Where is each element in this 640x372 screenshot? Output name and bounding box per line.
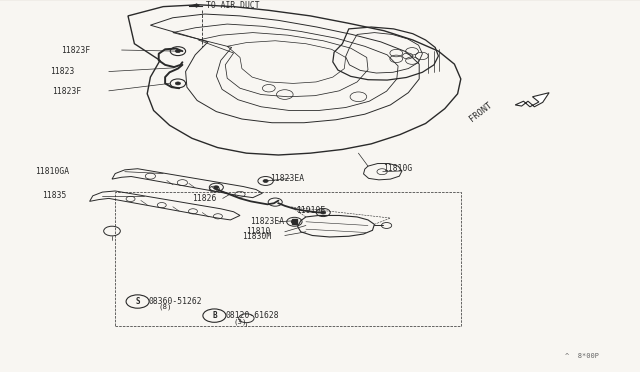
Polygon shape [189, 4, 200, 7]
Text: B: B [212, 311, 217, 320]
Circle shape [175, 49, 180, 52]
Circle shape [214, 186, 219, 189]
Text: 11823EA: 11823EA [250, 217, 284, 226]
Text: 11810G: 11810G [383, 164, 412, 173]
Polygon shape [515, 93, 549, 107]
Text: TO AIR DUCT: TO AIR DUCT [206, 1, 260, 10]
Circle shape [175, 82, 180, 85]
Text: 11823: 11823 [50, 67, 74, 76]
Text: 11835: 11835 [42, 191, 66, 200]
Text: FRONT: FRONT [468, 101, 494, 124]
Text: 11826: 11826 [192, 194, 216, 203]
Text: 11810GA: 11810GA [35, 167, 69, 176]
Text: 08360-51262: 08360-51262 [148, 297, 202, 306]
Text: 11830M: 11830M [242, 232, 271, 241]
Text: 11910E: 11910E [296, 206, 325, 215]
Text: 11823F: 11823F [61, 45, 90, 55]
Circle shape [321, 211, 326, 214]
Text: 11810: 11810 [246, 227, 271, 235]
Text: 08120-61628: 08120-61628 [225, 311, 279, 320]
Text: (3): (3) [234, 318, 247, 325]
Text: 11823F: 11823F [52, 87, 82, 96]
Polygon shape [292, 219, 297, 224]
Text: S: S [135, 297, 140, 306]
Text: (8): (8) [159, 304, 172, 310]
Circle shape [263, 179, 268, 182]
Text: 11823EA: 11823EA [270, 174, 304, 183]
Text: ^  8*00P: ^ 8*00P [565, 353, 600, 359]
Circle shape [291, 220, 298, 224]
